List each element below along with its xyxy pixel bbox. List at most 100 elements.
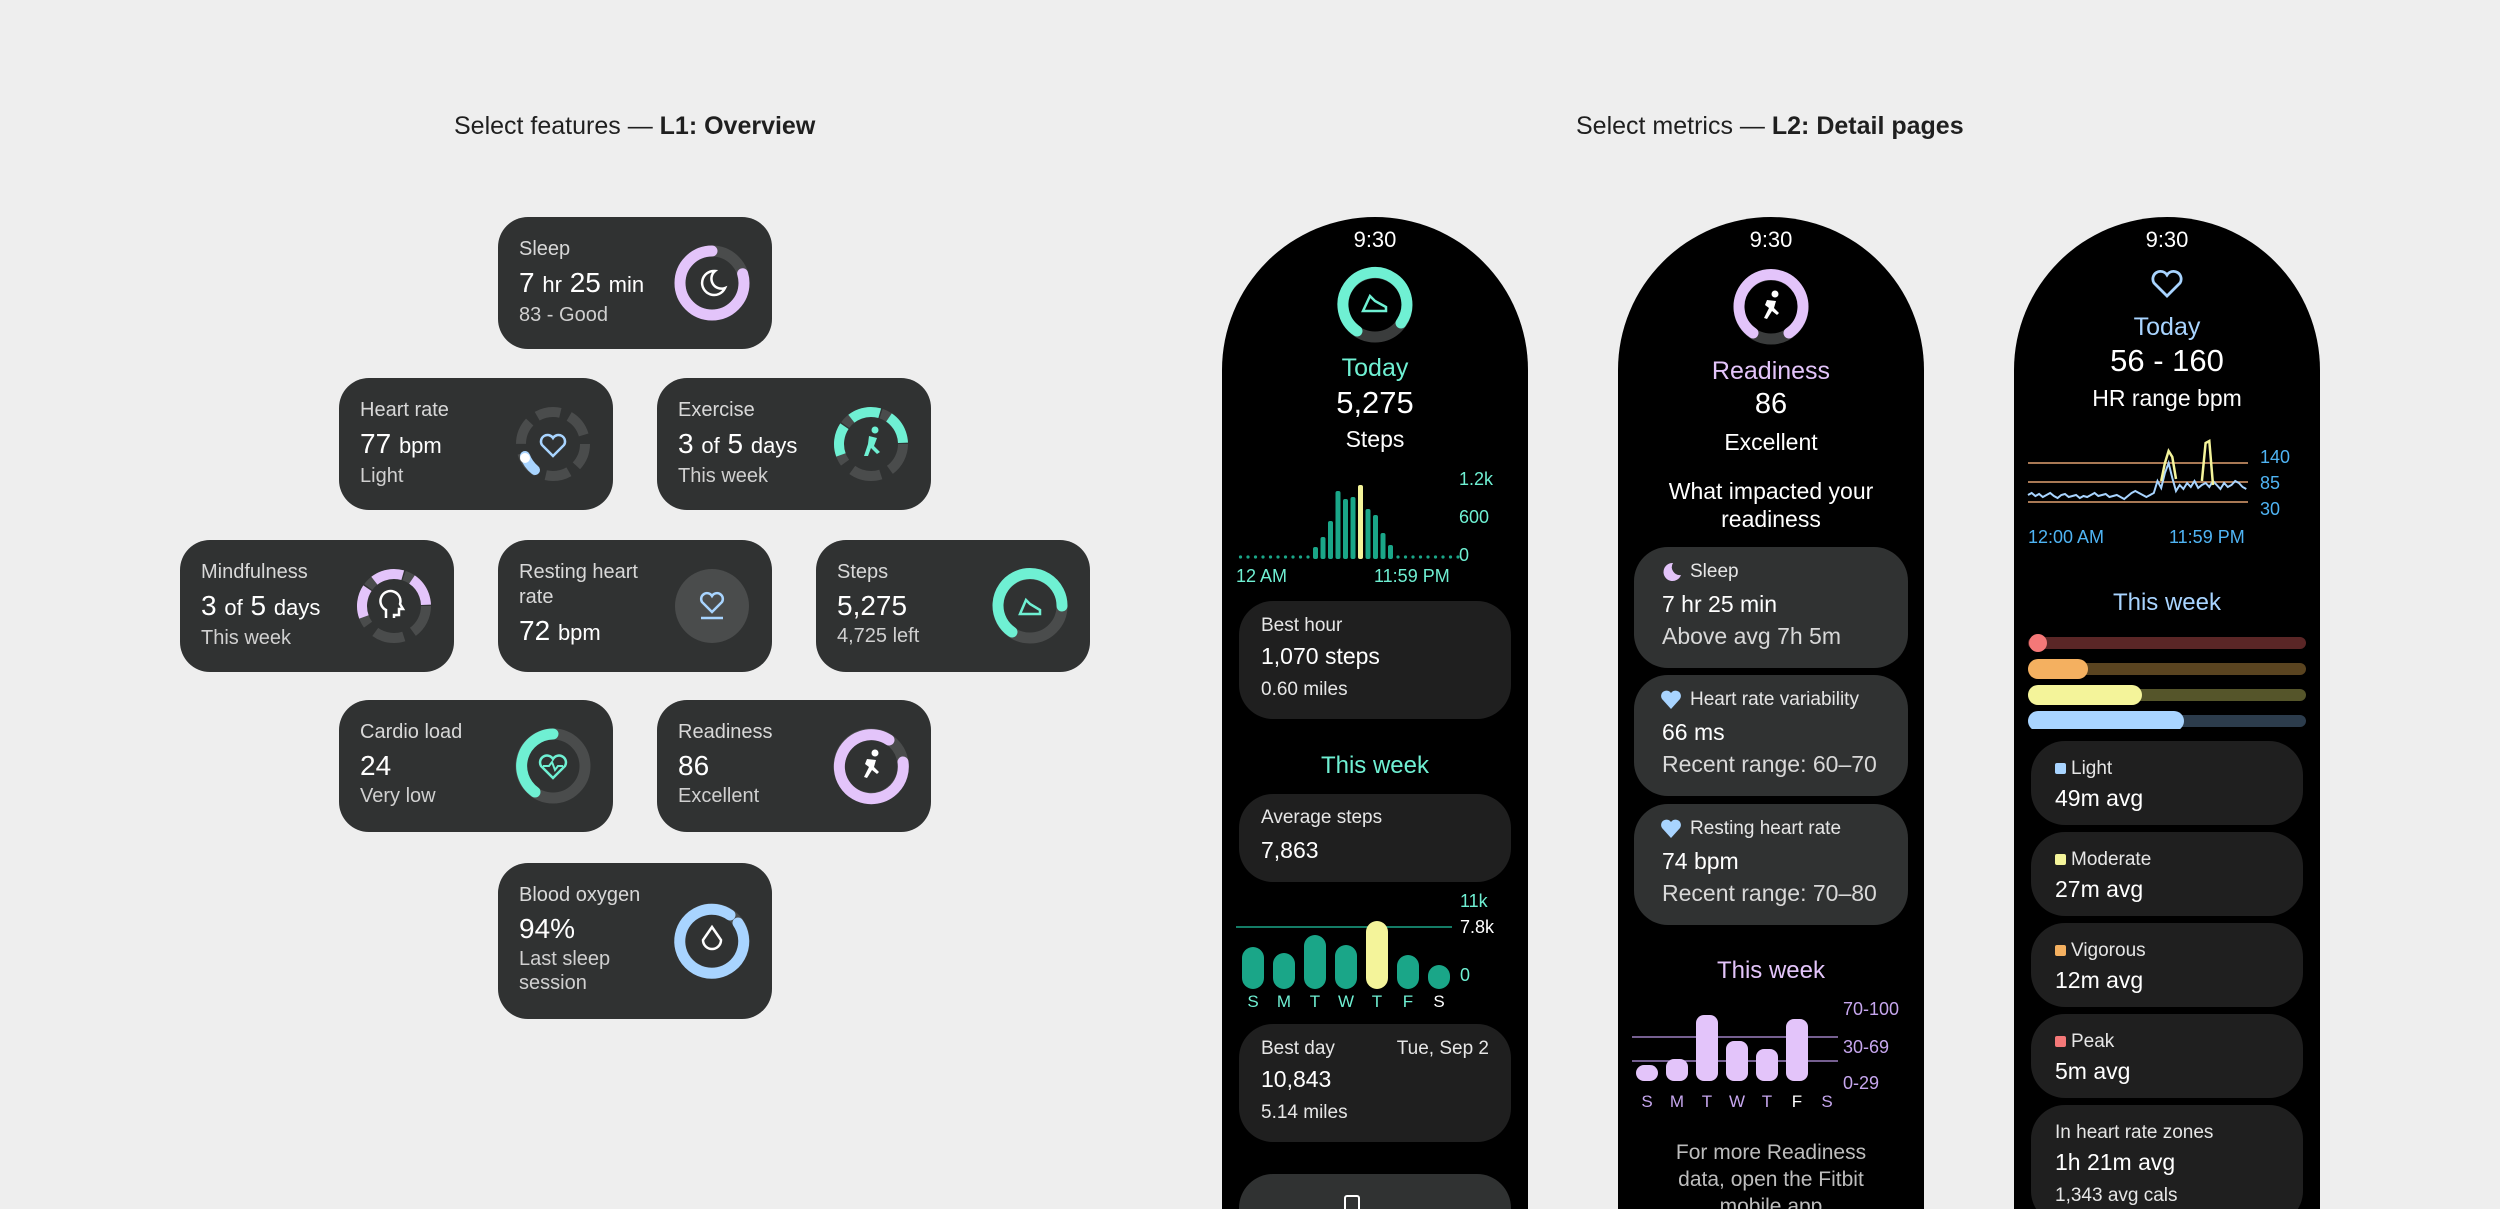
hourly-bar	[1441, 555, 1445, 559]
tile-blood-oxygen[interactable]: Blood oxygen 94% Last sleep session	[498, 863, 772, 1019]
blood-oxygen-ring	[674, 903, 750, 979]
tile-sleep[interactable]: Sleep 7 hr 25 min 83 - Good	[498, 217, 772, 349]
zone-peak-card[interactable]: Peak 5m avg	[2031, 1014, 2303, 1098]
moon-icon	[700, 269, 728, 297]
day-label: F	[1792, 1092, 1802, 1111]
hourly-bar	[1283, 555, 1288, 559]
average-steps-card[interactable]: Average steps 7,863	[1239, 794, 1511, 882]
best-hour-card[interactable]: Best hour 1,070 steps 0.60 miles	[1239, 601, 1511, 719]
hourly-bar	[1298, 555, 1303, 559]
weekly-bar	[1397, 955, 1419, 989]
day-label: T	[1702, 1092, 1712, 1111]
weekly-bar	[1242, 947, 1264, 989]
light-swatch	[2055, 763, 2066, 774]
phone-icon	[1344, 1195, 1360, 1209]
day-label: W	[1338, 992, 1354, 1011]
exercise-ring	[834, 407, 908, 481]
weekly-bar	[1304, 935, 1326, 989]
hr-daily-chart: 140 85 30 12:00 AM 11:59 PM	[2027, 438, 2290, 547]
day-label: M	[1670, 1092, 1684, 1111]
hourly-bar	[1246, 555, 1250, 559]
left-section-title: Select features — L1: Overview	[454, 112, 816, 140]
y-label: 30	[2260, 499, 2280, 519]
peak-swatch	[2055, 1036, 2066, 1047]
hourly-bar	[1320, 537, 1326, 559]
watch-heart-rate-detail[interactable]: 9:30 Today 56 - 160 HR range bpm 140 85 …	[2014, 217, 2320, 1209]
weekly-bar	[1335, 945, 1357, 989]
sleep-impact-card[interactable]: Sleep 7 hr 25 min Above avg 7h 5m	[1634, 547, 1908, 668]
hourly-bar	[1358, 485, 1363, 559]
hourly-bar	[1328, 521, 1333, 559]
tile-heart-rate[interactable]: Heart rate 77 bpm Light	[339, 378, 613, 510]
tile-readiness[interactable]: Readiness 86 Excellent	[657, 700, 931, 832]
zone-vigorous-card[interactable]: Vigorous 12m avg	[2031, 923, 2303, 1007]
hourly-bar	[1335, 491, 1341, 559]
hourly-bar	[1396, 555, 1400, 559]
hourly-bar	[1313, 547, 1318, 559]
y-label: 85	[2260, 473, 2280, 493]
hourly-bar	[1388, 545, 1393, 559]
day-label: S	[1641, 1092, 1652, 1111]
zone-light-card[interactable]: Light 49m avg	[2031, 741, 2303, 825]
moon-icon	[1663, 562, 1681, 581]
watch-readiness-detail[interactable]: 9:30 Readiness 86 Excellent What impacte…	[1618, 217, 1924, 1209]
x-label-end: 11:59 PM	[2169, 527, 2245, 547]
day-label: S	[1821, 1092, 1832, 1111]
weekly-bar	[1273, 953, 1295, 989]
hourly-bar	[1238, 555, 1243, 559]
heart-icon	[699, 591, 725, 620]
heart-icon	[1661, 690, 1681, 709]
vigorous-swatch	[2055, 945, 2066, 956]
range-label: 0-29	[1843, 1073, 1879, 1093]
mindfulness-ring	[357, 569, 431, 643]
readiness-bar	[1726, 1041, 1748, 1081]
tile-exercise[interactable]: Exercise 3 of 5 days This week	[657, 378, 931, 510]
y-label: 0	[1459, 545, 1469, 565]
tile-mindfulness[interactable]: Mindfulness 3 of 5 days This week	[180, 540, 454, 672]
readiness-bar	[1666, 1059, 1688, 1081]
hourly-bar	[1343, 499, 1348, 559]
tile-resting-heart-rate[interactable]: Resting heart rate 72 bpm	[498, 540, 772, 672]
hourly-bar	[1380, 533, 1386, 559]
heart-icon	[539, 433, 567, 458]
rhr-impact-card[interactable]: Resting heart rate 74 bpm Recent range: …	[1634, 804, 1908, 925]
hourly-bar	[1306, 555, 1310, 559]
sleep-ring	[674, 245, 750, 321]
heart-pulse-icon	[538, 754, 568, 780]
steps-ring	[1337, 267, 1413, 343]
hourly-bar	[1350, 497, 1356, 559]
readiness-bar	[1756, 1049, 1778, 1081]
day-label: S	[1247, 992, 1258, 1011]
x-label-start: 12 AM	[1236, 566, 1287, 586]
zone-moderate-card[interactable]: Moderate 27m avg	[2031, 832, 2303, 916]
hourly-bar	[1276, 555, 1280, 559]
hrv-impact-card[interactable]: Heart rate variability 66 ms Recent rang…	[1634, 675, 1908, 796]
watch-steps-detail[interactable]: 9:30 Today 5,275 Steps 1.2k 600 0 12 AM …	[1222, 217, 1528, 1209]
shoe-icon	[1018, 597, 1042, 616]
cardio-ring	[515, 728, 591, 804]
day-label: M	[1277, 992, 1291, 1011]
steps-ring	[992, 568, 1068, 644]
day-label: W	[1729, 1092, 1745, 1111]
open-app-button[interactable]	[1239, 1174, 1511, 1209]
moderate-swatch	[2055, 854, 2066, 865]
hr-peak-line	[2200, 438, 2215, 486]
day-label: T	[1762, 1092, 1772, 1111]
hourly-bar	[1433, 555, 1438, 559]
range-label: 30-69	[1843, 1037, 1889, 1057]
zone-total-card[interactable]: In heart rate zones 1h 21m avg 1,343 avg…	[2031, 1105, 2303, 1209]
hourly-bar	[1403, 555, 1408, 559]
hourly-bar	[1411, 555, 1415, 559]
y-label: 7.8k	[1460, 917, 1495, 937]
hourly-bar	[1268, 555, 1273, 559]
tile-steps[interactable]: Steps 5,275 4,725 left	[816, 540, 1090, 672]
y-label: 1.2k	[1459, 469, 1494, 489]
y-label: 0	[1460, 965, 1470, 985]
best-day-card[interactable]: Best day Tue, Sep 2 10,843 5.14 miles	[1239, 1024, 1511, 1142]
heart-icon	[2151, 270, 2183, 298]
right-section-title: Select metrics — L2: Detail pages	[1576, 112, 1964, 140]
tile-cardio-load[interactable]: Cardio load 24 Very low	[339, 700, 613, 832]
hourly-bar	[1365, 509, 1371, 559]
x-label-start: 12:00 AM	[2028, 527, 2104, 547]
